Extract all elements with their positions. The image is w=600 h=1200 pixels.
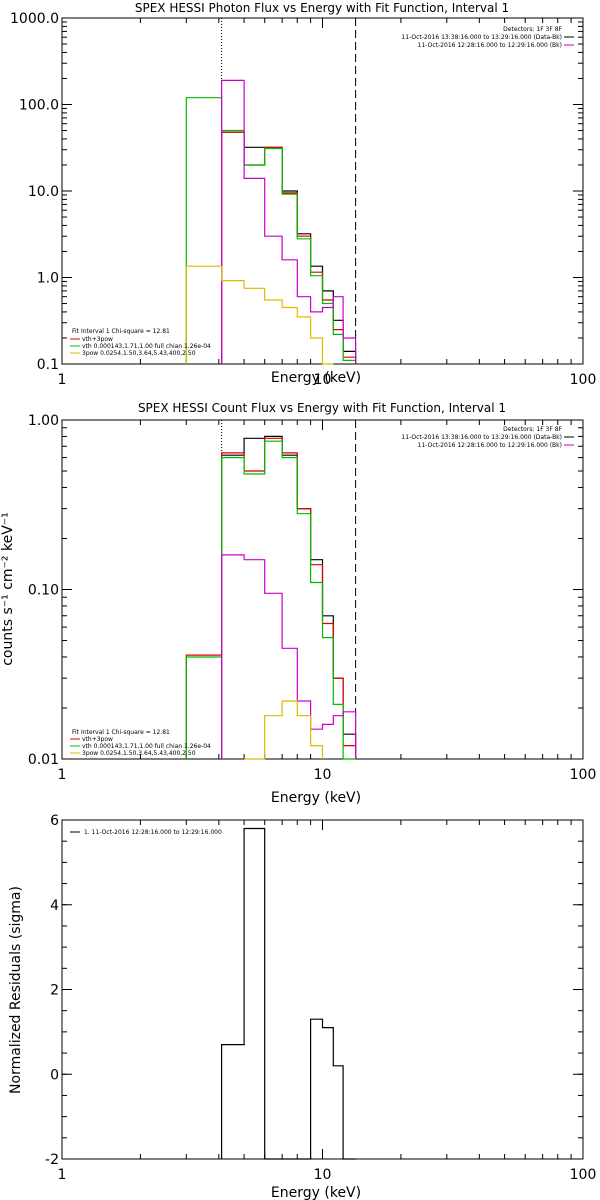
- count-flux-panel: SPEX HESSI Count Flux vs Energy with Fit…: [0, 401, 596, 806]
- photon-flux-series: [185, 79, 357, 365]
- residuals-y-tick-label: 6: [50, 813, 59, 829]
- photon-flux-y-tick-label: 1000.0: [10, 11, 59, 27]
- photon-flux-legend-header: Fit Interval 1 Chi-square = 12.81: [72, 328, 170, 335]
- photon-flux-legend-green: vth 0.000143,1.71,1.00 full chian 1.26e-…: [82, 343, 211, 350]
- photon-flux-x-tick-label: 1: [58, 372, 67, 388]
- photon-flux-series-line: [221, 79, 357, 364]
- residuals-plot-frame: [61, 819, 584, 1160]
- photon-flux-x-tick-label: 10: [314, 372, 332, 388]
- photon-flux-panel: SPEX HESSI Photon Flux vs Energy with Fi…: [10, 1, 596, 388]
- count-flux-y-tick-label: 0.10: [28, 583, 59, 599]
- photon-flux-detectors: Detectors: 1F 3F 8F: [503, 26, 562, 33]
- residuals-legend: 1. 11-Oct-2016 12:28:16.000 to 12:29:16.…: [70, 829, 222, 836]
- count-flux-series: [185, 435, 357, 760]
- count-flux-ticks: 1 10 100 0.01 0.10 1.00: [28, 413, 597, 783]
- count-flux-y-axis-label: counts s⁻¹ cm⁻² keV⁻¹: [0, 512, 16, 666]
- photon-flux-interval-data: 11-Oct-2016 13:38:16.000 to 13:29:16.000…: [401, 34, 562, 41]
- residuals-y-tick-label: 2: [50, 983, 59, 999]
- count-flux-series-line: [221, 554, 357, 759]
- residuals-series: [221, 827, 356, 1160]
- count-flux-legend-header: Fit Interval 1 Chi-square = 12.81: [72, 729, 170, 736]
- count-flux-legend-green: vth 0.000143,1.71,1.00 full chian 1.26e-…: [82, 743, 211, 750]
- photon-flux-series-line: [185, 265, 334, 365]
- count-flux-x-axis-label: Energy (keV): [271, 790, 361, 806]
- residuals-y-tick-label: 0: [50, 1067, 59, 1083]
- photon-flux-y-tick-label: 10.0: [28, 184, 59, 200]
- count-flux-legend: Fit Interval 1 Chi-square = 12.81 vth+3p…: [70, 729, 211, 757]
- residuals-y-tick-label: 4: [50, 898, 59, 914]
- photon-flux-y-tick-label: 1.0: [37, 271, 59, 287]
- photon-flux-x-tick-label: 100: [570, 372, 597, 388]
- residuals-x-tick-label: 10: [314, 1167, 332, 1183]
- photon-flux-info: Detectors: 1F 3F 8F 11-Oct-2016 13:38:16…: [401, 26, 574, 49]
- photon-flux-ticks: 1 10 100 0.1 1.0 10.0 100.0 1000.0: [10, 11, 596, 388]
- count-flux-x-tick-label: 10: [314, 767, 332, 783]
- residuals-x-tick-label: 100: [570, 1167, 597, 1183]
- count-flux-detectors: Detectors: 1F 3F 8F: [503, 426, 562, 433]
- count-flux-y-tick-label: 0.01: [28, 752, 59, 768]
- count-flux-legend-red: vth+3pow: [82, 736, 113, 743]
- count-flux-series-line: [221, 435, 357, 759]
- count-flux-series-line: [244, 700, 324, 760]
- photon-flux-x-axis-label: Energy (keV): [271, 370, 361, 386]
- residuals-legend-label: 1. 11-Oct-2016 12:28:16.000 to 12:29:16.…: [84, 829, 222, 836]
- residuals-panel: 1 10 100 -2 0 2 4 6 Energy (keV) Normalized Res…: [8, 813, 596, 1200]
- photon-flux-legend-red: vth+3pow: [82, 336, 113, 343]
- count-flux-x-tick-label: 1: [58, 767, 67, 783]
- count-flux-info: Detectors: 1F 3F 8F 11-Oct-2016 13:38:16…: [401, 426, 574, 449]
- photon-flux-y-tick-label: 100.0: [19, 98, 59, 114]
- photon-flux-series-line: [221, 131, 357, 364]
- residuals-x-axis-label: Energy (keV): [271, 1185, 361, 1200]
- residuals-ticks: 1 10 100 -2 0 2 4 6: [45, 813, 596, 1183]
- photon-flux-series-line: [185, 97, 357, 364]
- residuals-series-line: [221, 827, 356, 1160]
- count-flux-x-tick-label: 100: [570, 767, 597, 783]
- count-flux-reference-lines: [221, 420, 357, 759]
- count-flux-legend-yellow: 3pow 0.0254,1.50,3.64,5.43,400,2.50: [82, 750, 196, 757]
- residuals-x-tick-label: 1: [58, 1167, 67, 1183]
- count-flux-y-tick-label: 1.00: [28, 413, 59, 429]
- count-flux-series-line: [185, 437, 357, 759]
- residuals-y-tick-label: -2: [45, 1152, 59, 1168]
- count-flux-interval-data: 11-Oct-2016 13:38:16.000 to 13:29:16.000…: [401, 434, 562, 441]
- photon-flux-interval-bk: 11-Oct-2016 12:28:16.000 to 12:29:16.000…: [418, 42, 562, 49]
- residuals-y-axis-label: Normalized Residuals (sigma): [8, 886, 24, 1094]
- photon-flux-legend-yellow: 3pow 0.0254,1.50,3.64,5.43,400,2.50: [82, 350, 196, 357]
- count-flux-interval-bk: 11-Oct-2016 12:28:16.000 to 12:29:16.000…: [418, 442, 562, 449]
- count-flux-title: SPEX HESSI Count Flux vs Energy with Fit…: [138, 401, 506, 415]
- photon-flux-y-tick-label: 0.1: [37, 357, 59, 373]
- photon-flux-title: SPEX HESSI Photon Flux vs Energy with Fi…: [135, 1, 509, 15]
- count-flux-series-line: [185, 440, 356, 760]
- photon-flux-legend: Fit Interval 1 Chi-square = 12.81 vth+3p…: [70, 328, 211, 357]
